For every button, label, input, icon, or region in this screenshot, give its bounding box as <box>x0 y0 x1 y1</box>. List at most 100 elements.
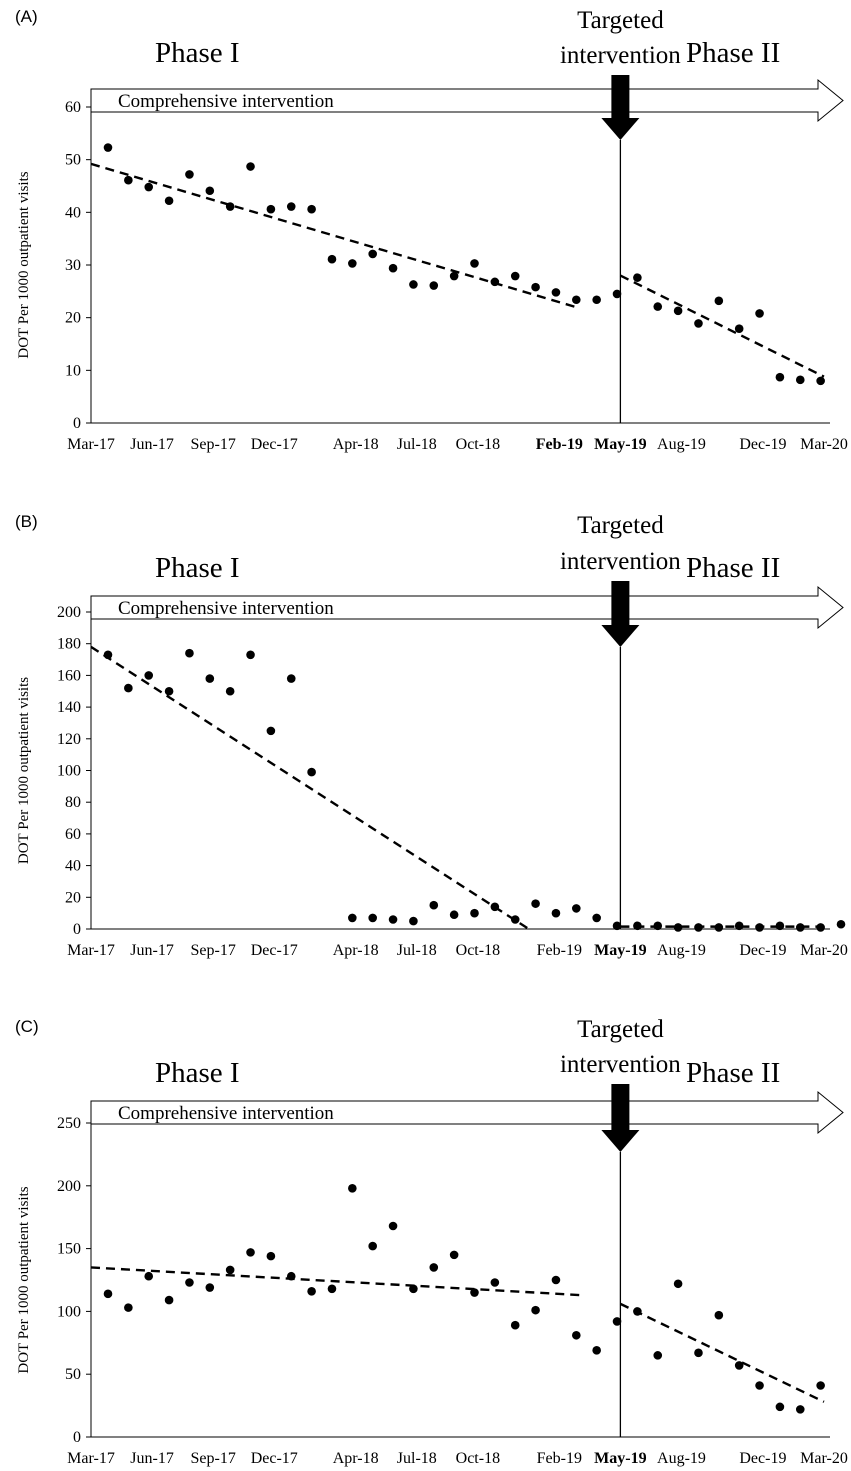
data-point <box>205 674 215 683</box>
data-point <box>633 273 642 282</box>
data-point <box>531 899 540 908</box>
y-tick-label: 10 <box>65 362 81 379</box>
y-tick-label: 80 <box>65 794 81 811</box>
data-point <box>653 921 663 931</box>
x-tick-label: Mar-17 <box>67 436 115 453</box>
data-point <box>795 923 805 932</box>
data-point <box>124 1303 133 1312</box>
y-tick-label: 160 <box>57 667 81 684</box>
data-point <box>429 281 439 290</box>
chart-panel-3: (C) Comprehensive intervention Phase I Phas… <box>15 1016 848 1467</box>
y-tick-label: 140 <box>57 699 81 716</box>
y-tick-label: 60 <box>65 99 81 116</box>
data-point <box>144 671 154 680</box>
data-point <box>246 650 255 660</box>
targeted-intervention-label: intervention <box>560 1051 681 1078</box>
x-tick-label: Feb-19 <box>537 942 582 959</box>
trend-line-1 <box>90 162 581 310</box>
data-point <box>490 277 500 287</box>
y-tick-label: 200 <box>57 604 81 621</box>
data-point <box>266 204 276 214</box>
data-point <box>449 271 459 281</box>
data-point <box>348 259 357 268</box>
data-point <box>816 376 825 386</box>
phase-2-label: Phase II <box>686 37 780 69</box>
x-tick-label: May-19 <box>594 942 646 959</box>
y-tick-label: 50 <box>65 1366 81 1383</box>
targeted-intervention-arrow <box>601 75 640 140</box>
data-point <box>164 1295 174 1305</box>
panel-label: (C) <box>15 1017 39 1036</box>
data-point <box>592 295 601 305</box>
trend-line-1 <box>90 645 530 931</box>
comprehensive-intervention-arrow <box>90 78 844 123</box>
data-point <box>327 254 337 264</box>
data-point <box>205 186 215 196</box>
data-point <box>348 913 357 923</box>
data-point <box>124 683 133 693</box>
targeted-intervention-label: Targeted <box>577 1016 664 1043</box>
data-point <box>755 309 764 318</box>
y-tick-label: 40 <box>65 858 81 875</box>
chart-panel-1: (A) Comprehensive intervention Phase I Phas… <box>15 7 848 453</box>
panel-label: (A) <box>15 7 38 26</box>
x-tick-label: Sep-17 <box>191 436 236 453</box>
x-tick-label: Mar-17 <box>67 1450 115 1467</box>
data-point <box>531 282 540 292</box>
x-tick-label: May-19 <box>594 436 646 453</box>
x-tick-label: Mar-17 <box>67 942 115 959</box>
data-point <box>694 923 703 932</box>
data-point <box>409 1284 418 1294</box>
data-point <box>470 259 479 268</box>
y-axis-title: DOT Per 1000 outpatient visits <box>16 677 32 864</box>
x-tick-label: Oct-18 <box>456 942 500 959</box>
data-point <box>551 908 561 918</box>
data-point <box>714 1310 724 1320</box>
data-point <box>449 910 459 920</box>
data-point <box>409 280 418 289</box>
x-tick-label: Feb-19 <box>537 1450 582 1467</box>
data-point <box>653 302 663 311</box>
trend-line-2 <box>619 274 825 378</box>
phase-1-label: Phase I <box>155 1057 240 1089</box>
data-point <box>409 916 418 926</box>
y-tick-label: 20 <box>65 889 81 906</box>
data-point <box>612 289 622 299</box>
data-point <box>185 1278 194 1287</box>
data-point <box>225 686 235 696</box>
x-tick-label: Mar-20 <box>800 436 848 453</box>
data-point <box>673 923 683 932</box>
data-point <box>286 202 296 211</box>
x-tick-label: Feb-19 <box>536 436 583 453</box>
data-point <box>185 648 194 658</box>
x-tick-label: Sep-17 <box>191 942 236 959</box>
data-point <box>103 650 113 660</box>
data-point <box>572 904 581 913</box>
data-point <box>510 1320 520 1330</box>
data-point <box>551 1275 561 1285</box>
x-tick-label: Apr-18 <box>333 1450 379 1467</box>
targeted-intervention-label: Targeted <box>577 7 664 34</box>
x-tick-label: Dec-19 <box>739 942 786 959</box>
data-point <box>164 196 174 206</box>
data-point <box>836 919 846 929</box>
x-tick-label: Mar-20 <box>800 942 848 959</box>
y-tick-label: 250 <box>57 1115 81 1132</box>
data-point <box>388 915 398 924</box>
data-point <box>755 923 764 932</box>
data-point <box>694 1348 703 1358</box>
x-tick-label: Dec-17 <box>251 1450 298 1467</box>
data-point <box>225 202 235 211</box>
data-point <box>734 324 744 334</box>
y-axis-title: DOT Per 1000 outpatient visits <box>16 171 32 358</box>
phase-2-label: Phase II <box>686 552 780 584</box>
y-tick-label: 60 <box>65 826 81 843</box>
x-tick-label: Apr-18 <box>333 436 379 453</box>
phase-2-label: Phase II <box>686 1057 780 1089</box>
y-tick-label: 20 <box>65 310 81 327</box>
data-point <box>348 1184 357 1193</box>
data-point <box>246 162 255 171</box>
data-point <box>816 923 825 932</box>
targeted-intervention-label: intervention <box>560 42 681 69</box>
